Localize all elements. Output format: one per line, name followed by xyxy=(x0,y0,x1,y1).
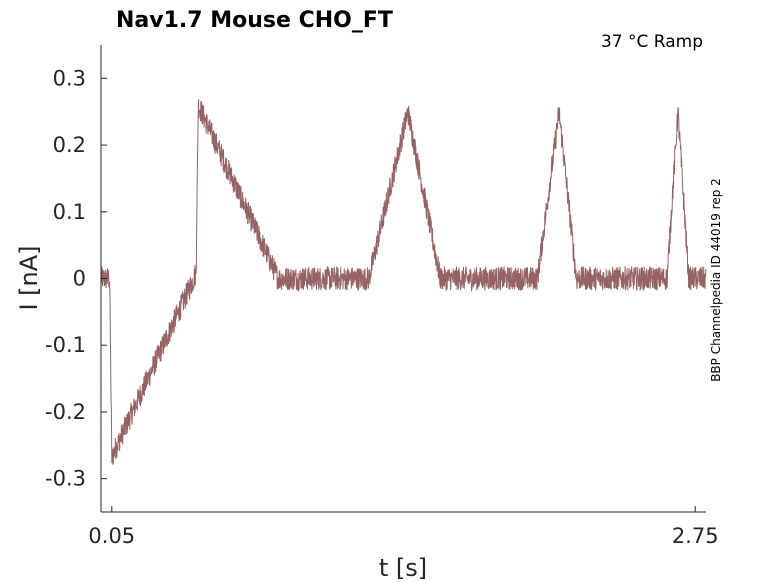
chart-title: Nav1.7 Mouse CHO_FT xyxy=(116,8,393,33)
source-label: BBP Channelpedia ID 44019 rep 2 xyxy=(709,178,723,382)
x-tick-label: 0.05 xyxy=(88,524,135,548)
x-tick-label: 2.75 xyxy=(672,524,719,548)
y-axis-label: I [nA] xyxy=(15,245,43,310)
plot-area xyxy=(100,99,707,465)
y-tick-label: 0 xyxy=(73,267,86,291)
x-axis-label: t [s] xyxy=(379,554,427,582)
y-tick-label: 0.3 xyxy=(53,66,86,90)
condition-label: 37 °C Ramp xyxy=(601,32,703,52)
y-tick-label: -0.1 xyxy=(45,333,86,357)
current-trace xyxy=(100,99,707,465)
y-tick-label: -0.3 xyxy=(45,467,86,491)
y-tick-label: 0.1 xyxy=(53,200,86,224)
y-tick-label: 0.2 xyxy=(53,133,86,157)
y-tick-label: -0.2 xyxy=(45,400,86,424)
axes: 0.3 0.2 0.1 0 -0.1 -0.2 -0.3 0.05 2.75 xyxy=(45,45,719,548)
